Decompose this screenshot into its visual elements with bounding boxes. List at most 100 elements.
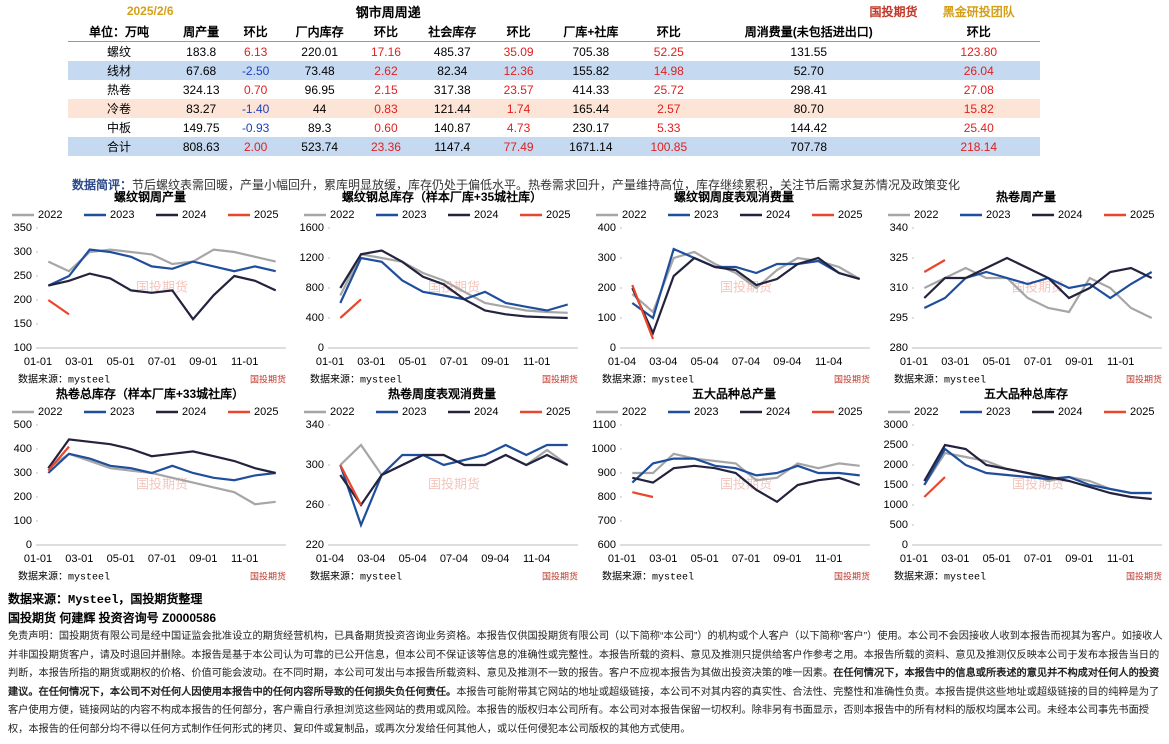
- chart-title: 热卷总库存（样本厂库+33城社库）: [56, 386, 244, 401]
- table-cell: 线材: [106, 64, 131, 78]
- series-line: [339, 464, 362, 506]
- series-line: [339, 443, 568, 529]
- series-line: [48, 272, 277, 321]
- table-cell: 183.8: [186, 44, 217, 59]
- series-line: [631, 256, 861, 336]
- footer-source: 数据来源：Mysteel，国投期货整理: [8, 593, 203, 607]
- table-cell: 485.37: [433, 44, 471, 59]
- legend-label: 2023: [402, 406, 426, 418]
- y-tick-label: 0: [318, 342, 324, 354]
- x-tick-label: 01-01: [24, 553, 52, 565]
- table-cell: 80.70: [793, 101, 824, 116]
- y-tick-label: 400: [14, 443, 32, 455]
- source: 数据来源：mysteel: [894, 373, 986, 387]
- y-tick-label: 2500: [884, 439, 908, 451]
- legend-label: 2023: [110, 209, 134, 221]
- comment-text: 节后螺纹表需回暖，产量小幅回升，累库明显放缓，库存仍处于偏低水平。热卷需求回升，…: [132, 178, 961, 192]
- y-tick-label: 150: [14, 318, 32, 330]
- y-tick-label: 1000: [884, 499, 908, 511]
- y-tick-label: 280: [890, 342, 908, 354]
- table-row: 热卷 324.13 0.70 96.95 2.15 317.38 23.57 414.33 25…: [68, 80, 1040, 99]
- disclaimer-part: 免责声明：国投期货有限公司是经中国证监会批准设立的期货经营机构，已具备期货投资咨…: [8, 631, 1163, 679]
- team: 黑金研投团队: [942, 4, 1015, 19]
- table-row: 冷卷 83.27 -1.40 44 0.83 121.44 1.74 165.44 2.57 80…: [68, 99, 1040, 118]
- legend-label: 2023: [110, 406, 134, 418]
- series-line: [47, 299, 70, 316]
- x-tick-label: 11-01: [231, 356, 258, 368]
- table-cell: 1.74: [506, 101, 531, 116]
- table-cell: 0.70: [243, 82, 268, 97]
- y-tick-label: 800: [306, 282, 324, 294]
- x-tick-label: 07-01: [148, 356, 176, 368]
- table-row: 线材 67.68 -2.50 73.48 2.62 82.34 12.36 155.82 14.…: [68, 61, 1040, 80]
- chart-title: 热卷周度表观消费量: [388, 386, 496, 401]
- table-cell: -1.40: [241, 101, 270, 116]
- table-cell: -0.93: [241, 120, 270, 135]
- column-header: 周消费量(未包括进出口): [699, 22, 918, 42]
- x-tick-label: 09-01: [189, 553, 217, 565]
- x-tick-label: 05-01: [107, 356, 135, 368]
- y-tick-label: 300: [14, 467, 32, 479]
- column-header: 厂库+社库: [544, 22, 638, 42]
- y-tick-label: 900: [598, 467, 616, 479]
- table-cell: 1147.4: [434, 139, 471, 154]
- legend-label: 2022: [914, 209, 938, 221]
- table-cell: 35.09: [503, 44, 534, 59]
- table-cell: 414.33: [572, 82, 610, 97]
- chart-logo: 国投期货: [250, 373, 286, 384]
- watermark: 国投期货: [136, 476, 188, 491]
- x-tick-label: 03-01: [357, 356, 385, 368]
- comment: 数据简评：节后螺纹表需回暖，产量小幅回升，累库明显放缓，库存仍处于偏低水平。热卷…: [72, 176, 960, 193]
- y-tick-label: 400: [306, 312, 324, 324]
- series-line: [631, 247, 861, 320]
- y-tick-label: 300: [598, 252, 616, 264]
- chart-logo: 国投期货: [834, 570, 870, 581]
- y-tick-label: 500: [890, 519, 908, 531]
- y-tick-label: 100: [14, 515, 32, 527]
- table-cell: 2.00: [243, 139, 268, 154]
- disclaimer-part: 本报告可能附带其它网站的地址或超级链接，本公司不对其内容的真实性、合法性、完整性…: [8, 686, 1160, 735]
- x-tick-label: 05-01: [983, 356, 1011, 368]
- watermark: 国投期货: [428, 476, 480, 491]
- x-tick-label: 09-04: [773, 356, 801, 368]
- legend-label: 2024: [766, 406, 790, 418]
- table-cell: 23.57: [503, 82, 534, 97]
- legend-label: 2024: [182, 406, 206, 418]
- series-line: [339, 249, 568, 320]
- x-tick-label: 09-01: [1065, 356, 1093, 368]
- table-cell: 2.62: [374, 63, 398, 78]
- legend-label: 2022: [38, 406, 62, 418]
- table-cell: 96.95: [304, 82, 335, 97]
- legend-label: 2022: [330, 406, 354, 418]
- y-tick-label: 300: [306, 459, 324, 471]
- x-tick-label: 01-04: [316, 553, 344, 565]
- table-cell: 52.70: [793, 63, 824, 78]
- x-tick-label: 05-01: [399, 356, 427, 368]
- table-cell: 140.87: [433, 120, 471, 135]
- table-cell: 2.15: [374, 82, 398, 97]
- series-line: [47, 445, 70, 472]
- table-cell: 4.73: [506, 120, 531, 135]
- table-cell: 82.34: [437, 63, 468, 78]
- y-tick-label: 700: [598, 515, 616, 527]
- y-tick-label: 295: [890, 312, 908, 324]
- table-cell: 77.49: [503, 139, 534, 154]
- legend-label: 2024: [474, 209, 498, 221]
- series-line: [631, 457, 860, 484]
- x-tick-label: 01-01: [900, 356, 928, 368]
- y-tick-label: 1200: [300, 252, 324, 264]
- title: 钢市周周递: [355, 4, 421, 20]
- legend-label: 2024: [1058, 406, 1082, 418]
- table-cell: 26.04: [963, 63, 994, 78]
- y-tick-label: 220: [306, 539, 324, 551]
- x-tick-label: 03-04: [357, 553, 385, 565]
- series-line: [47, 452, 276, 506]
- x-tick-label: 11-01: [1107, 553, 1134, 565]
- table-cell: 705.38: [572, 44, 610, 59]
- column-header: 周产量: [170, 22, 233, 42]
- y-tick-label: 310: [890, 282, 908, 294]
- y-tick-label: 340: [890, 222, 908, 234]
- table-cell: 808.63: [182, 139, 220, 154]
- series-line: [632, 464, 861, 504]
